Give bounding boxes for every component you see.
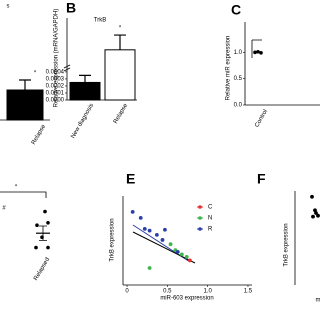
annotation: * <box>119 26 122 32</box>
x-tick-label: 0 <box>125 289 129 295</box>
x-tick-label: New diagnosis <box>70 103 95 140</box>
point <box>175 249 180 254</box>
legend-marker <box>198 216 202 220</box>
point <box>314 211 318 215</box>
y-axis-label: TrkB expression <box>284 223 290 266</box>
bar <box>6 89 44 121</box>
y-tick-label: 0.0 <box>234 103 243 109</box>
bar <box>69 81 101 101</box>
panel-label: B <box>66 0 76 16</box>
x-tick-label: Control <box>254 109 269 129</box>
legend-label: C <box>208 205 213 211</box>
error-bar <box>19 79 31 90</box>
annotation: # <box>2 206 6 212</box>
bracket <box>251 39 262 58</box>
x-tick-label: Relapse <box>113 102 130 125</box>
point <box>130 210 135 214</box>
dot <box>43 209 47 214</box>
point <box>316 213 320 218</box>
legend-marker <box>198 227 202 231</box>
panel-label: C <box>231 2 241 18</box>
point <box>163 227 167 232</box>
point <box>147 266 152 270</box>
bar <box>104 49 136 101</box>
x-tick-label: Relapse <box>31 123 48 146</box>
error-bar <box>114 34 126 50</box>
y-axis-label: Relative miR expression <box>226 36 232 101</box>
y-axis-label: TrkB expression <box>110 218 116 261</box>
point <box>147 228 152 233</box>
legend-marker <box>198 205 202 209</box>
panel-label: E <box>126 171 135 187</box>
x-axis-label: miR-603 expression <box>160 296 213 302</box>
y-tick-label: 0.0000 <box>46 98 65 104</box>
dot <box>256 50 260 54</box>
dot <box>46 245 50 250</box>
y-axis-label: Relative expression (mRNA/GAPDH) <box>54 9 60 108</box>
x-tick-label: 0.5 <box>163 289 172 295</box>
annotation: * <box>15 185 18 191</box>
x-tick-label: 1.5 <box>244 289 253 295</box>
dot <box>259 51 263 55</box>
y-tick-label: 0.0004 <box>46 69 65 75</box>
error-bar <box>39 225 47 241</box>
y-tick-label: 1.0 <box>234 50 243 56</box>
point <box>310 194 314 199</box>
chart-title: s <box>7 4 10 10</box>
chart-title: TrkB <box>94 18 106 24</box>
bracket <box>0 191 47 198</box>
y-tick-label: 0.0002 <box>46 84 65 90</box>
point <box>154 232 159 237</box>
dot <box>253 50 257 55</box>
point <box>188 258 192 263</box>
error-bar <box>79 74 91 83</box>
point <box>160 238 165 242</box>
point <box>179 252 184 257</box>
dot <box>46 221 50 225</box>
dot <box>34 245 38 250</box>
dot <box>35 223 39 227</box>
panel-label: F <box>257 171 266 187</box>
y-tick-label: 0.5 <box>234 76 243 82</box>
legend-label: R <box>208 227 213 233</box>
x-tick-label: 1.0 <box>203 289 212 295</box>
x-tick-label: Relapsed <box>33 257 51 282</box>
y-tick-label: 0.0003 <box>46 76 65 82</box>
point <box>168 242 173 247</box>
x-axis-label: m <box>316 298 320 304</box>
point <box>311 214 315 219</box>
point <box>184 255 189 259</box>
point <box>138 215 143 220</box>
point <box>142 227 147 231</box>
fit-line <box>132 231 196 264</box>
annotation: * <box>34 71 37 77</box>
y-tick-label: 0.0001 <box>46 91 65 97</box>
legend-label: N <box>208 216 212 222</box>
